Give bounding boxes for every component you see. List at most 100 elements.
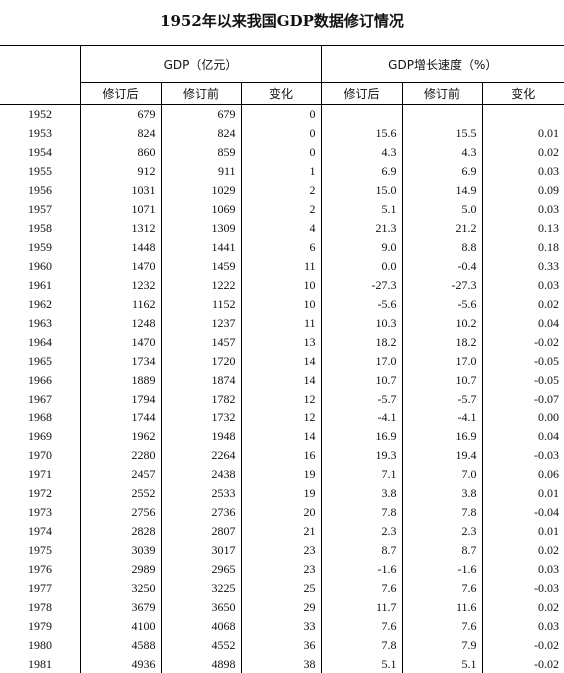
gdp-change-cell: 33 xyxy=(241,616,321,635)
gdp-revised-cell: 4588 xyxy=(80,635,161,654)
gdp-before-cell: 1948 xyxy=(161,427,241,446)
growth-before-cell: 15.5 xyxy=(402,124,482,143)
year-header-cell xyxy=(0,46,80,83)
gdp-change-cell: 13 xyxy=(241,332,321,351)
year-cell: 1980 xyxy=(0,635,80,654)
growth-before-cell: -27.3 xyxy=(402,275,482,294)
gdp-revised-cell: 1889 xyxy=(80,370,161,389)
growth-change-header: 变化 xyxy=(482,83,564,105)
growth-revised-cell: 8.7 xyxy=(321,541,402,560)
gdp-revised-cell: 4100 xyxy=(80,616,161,635)
growth-change-cell: 0.03 xyxy=(482,560,564,579)
growth-revised-cell: 15.6 xyxy=(321,124,402,143)
gdp-change-cell: 0 xyxy=(241,105,321,124)
growth-revised-cell: 0.0 xyxy=(321,257,402,276)
growth-change-cell: 0.04 xyxy=(482,427,564,446)
growth-revised-header: 修订后 xyxy=(321,83,402,105)
gdp-change-cell: 2 xyxy=(241,181,321,200)
year-cell: 1974 xyxy=(0,522,80,541)
growth-before-cell: 7.0 xyxy=(402,465,482,484)
gdp-before-cell: 3017 xyxy=(161,541,241,560)
growth-before-cell: 19.4 xyxy=(402,446,482,465)
gdp-change-cell: 0 xyxy=(241,143,321,162)
year-cell: 1952 xyxy=(0,105,80,124)
growth-revised-cell: 6.9 xyxy=(321,162,402,181)
growth-change-cell: 0.18 xyxy=(482,238,564,257)
gdp-revised-cell: 1312 xyxy=(80,219,161,238)
gdp-before-cell: 1069 xyxy=(161,200,241,219)
growth-before-cell: 7.8 xyxy=(402,503,482,522)
gdp-change-cell: 25 xyxy=(241,578,321,597)
gdp-change-cell: 38 xyxy=(241,654,321,673)
gdp-before-cell: 2264 xyxy=(161,446,241,465)
gdp-change-cell: 4 xyxy=(241,219,321,238)
growth-revised-cell: 5.1 xyxy=(321,654,402,673)
growth-revised-cell: 7.1 xyxy=(321,465,402,484)
gdp-revised-cell: 2457 xyxy=(80,465,161,484)
year-cell: 1957 xyxy=(0,200,80,219)
sub-header-row: 修订后 修订前 变化 修订后 修订前 变化 xyxy=(0,83,564,105)
gdp-before-cell: 1029 xyxy=(161,181,241,200)
gdp-revised-cell: 912 xyxy=(80,162,161,181)
year-cell: 1955 xyxy=(0,162,80,181)
growth-change-cell: 0.03 xyxy=(482,616,564,635)
gdp-revised-cell: 1232 xyxy=(80,275,161,294)
gdp-revised-cell: 2828 xyxy=(80,522,161,541)
year-cell: 1969 xyxy=(0,427,80,446)
gdp-revised-header: 修订后 xyxy=(80,83,161,105)
year-cell: 1961 xyxy=(0,275,80,294)
growth-before-cell: 3.8 xyxy=(402,484,482,503)
gdp-revised-cell: 3039 xyxy=(80,541,161,560)
gdp-change-cell: 14 xyxy=(241,427,321,446)
growth-revised-cell: -5.6 xyxy=(321,294,402,313)
growth-revised-cell: 18.2 xyxy=(321,332,402,351)
growth-before-cell: 5.0 xyxy=(402,200,482,219)
gdp-revised-cell: 2756 xyxy=(80,503,161,522)
growth-revised-cell: 5.1 xyxy=(321,200,402,219)
growth-change-cell: 0.01 xyxy=(482,124,564,143)
gdp-revised-cell: 2552 xyxy=(80,484,161,503)
year-cell: 1962 xyxy=(0,294,80,313)
gdp-revised-cell: 3250 xyxy=(80,578,161,597)
year-cell: 1976 xyxy=(0,560,80,579)
growth-revised-cell: 7.8 xyxy=(321,503,402,522)
gdp-before-header: 修订前 xyxy=(161,83,241,105)
growth-change-cell xyxy=(482,105,564,124)
gdp-before-cell: 859 xyxy=(161,143,241,162)
growth-change-cell: 0.03 xyxy=(482,275,564,294)
gdp-revised-cell: 860 xyxy=(80,143,161,162)
growth-change-cell: -0.03 xyxy=(482,446,564,465)
gdp-before-cell: 1720 xyxy=(161,351,241,370)
growth-change-cell: 0.02 xyxy=(482,597,564,616)
growth-before-cell xyxy=(402,105,482,124)
gdp-before-cell: 1222 xyxy=(161,275,241,294)
growth-change-cell: -0.07 xyxy=(482,389,564,408)
gdp-revised-cell: 824 xyxy=(80,124,161,143)
growth-revised-cell: -27.3 xyxy=(321,275,402,294)
year-cell: 1968 xyxy=(0,408,80,427)
year-cell: 1978 xyxy=(0,597,80,616)
year-cell: 1963 xyxy=(0,313,80,332)
gdp-change-header: 变化 xyxy=(241,83,321,105)
gdp-change-cell: 12 xyxy=(241,408,321,427)
table-title: 1952年以来我国GDP数据修订情况 xyxy=(0,10,564,31)
growth-before-cell: 8.7 xyxy=(402,541,482,560)
growth-revised-cell: 7.6 xyxy=(321,578,402,597)
year-cell: 1971 xyxy=(0,465,80,484)
growth-before-cell: 17.0 xyxy=(402,351,482,370)
growth-before-cell: 18.2 xyxy=(402,332,482,351)
